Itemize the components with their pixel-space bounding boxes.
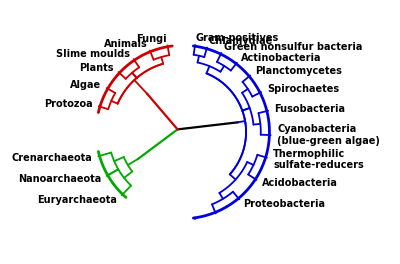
Text: Chlamydiae: Chlamydiae (209, 36, 273, 46)
Text: Thermophilic
sulfate-reducers: Thermophilic sulfate-reducers (273, 149, 364, 171)
Text: Euryarchaeota: Euryarchaeota (37, 195, 117, 205)
Text: Gram-positives: Gram-positives (196, 33, 279, 43)
Text: Fusobacteria: Fusobacteria (274, 104, 346, 114)
Text: Crenarchaeota: Crenarchaeota (11, 153, 92, 163)
Text: Algae: Algae (70, 80, 101, 90)
Text: Plants: Plants (79, 63, 114, 73)
Text: Animals: Animals (104, 39, 147, 49)
Text: Acidobacteria: Acidobacteria (262, 178, 338, 188)
Text: Spirochaetes: Spirochaetes (267, 84, 339, 94)
Text: Proteobacteria: Proteobacteria (244, 199, 326, 209)
Text: Nanoarchaeota: Nanoarchaeota (18, 174, 101, 184)
Text: Fungi: Fungi (136, 34, 166, 44)
Text: Planctomycetes: Planctomycetes (255, 66, 342, 76)
Text: Cyanobacteria
(blue-green algae): Cyanobacteria (blue-green algae) (277, 125, 380, 146)
Text: Slime moulds: Slime moulds (56, 49, 130, 59)
Text: Protozoa: Protozoa (44, 99, 92, 109)
Text: Green nonsulfur bacteria: Green nonsulfur bacteria (224, 42, 363, 52)
Text: Actinobacteria: Actinobacteria (241, 53, 322, 63)
